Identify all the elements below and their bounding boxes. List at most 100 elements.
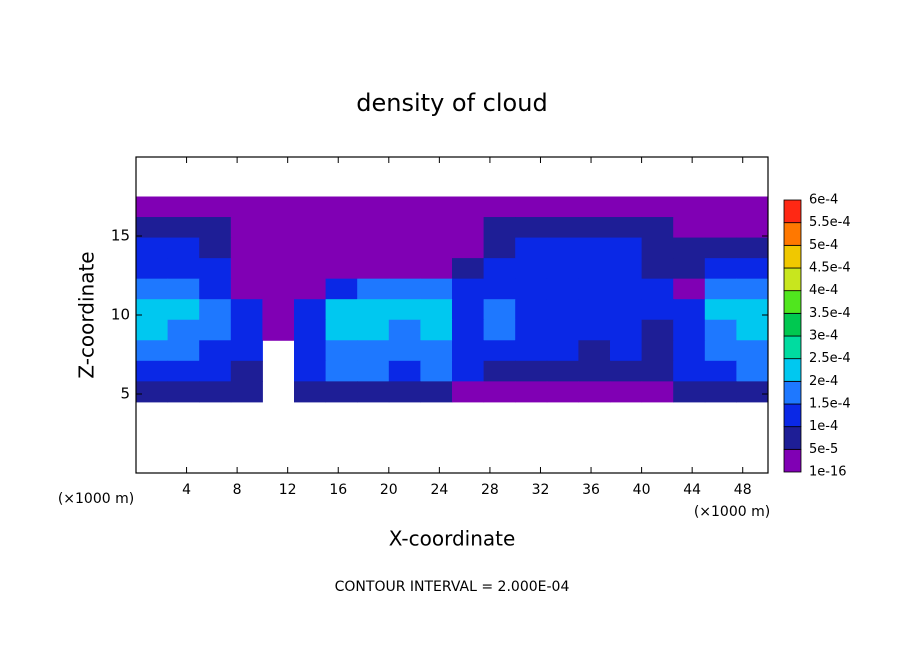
field-cell	[515, 360, 548, 382]
y-tick-label: 15	[111, 227, 130, 245]
field-cell	[262, 217, 295, 239]
field-cell	[610, 360, 643, 382]
field-cell	[357, 258, 390, 280]
field-cell	[388, 217, 421, 239]
field-cell	[546, 217, 579, 239]
x-unit-label: (×1000 m)	[694, 504, 770, 520]
colorbar-label: 1e-4	[809, 419, 838, 434]
field-cell	[294, 381, 327, 403]
field-cell	[673, 299, 706, 321]
x-tick-label: 44	[683, 482, 701, 498]
colorbar-label: 4e-4	[809, 283, 838, 298]
x-tick-label: 20	[380, 482, 398, 498]
field-cell	[483, 381, 516, 403]
field-cell	[546, 258, 579, 280]
field-cell	[167, 319, 200, 341]
field-cell	[610, 278, 643, 300]
field-cell	[515, 258, 548, 280]
field-cell	[420, 258, 453, 280]
field-cell	[483, 278, 516, 300]
field-cell	[546, 196, 579, 218]
field-cell	[420, 360, 453, 382]
field-cell	[610, 299, 643, 321]
x-tick-label: 16	[329, 482, 347, 498]
field-cell	[388, 258, 421, 280]
field-cell	[420, 196, 453, 218]
field-cell	[483, 319, 516, 341]
field-cell	[736, 360, 769, 382]
field-cell	[294, 217, 327, 239]
colorbar-label: 5e-4	[809, 238, 838, 253]
field-cell	[736, 196, 769, 218]
field-cell	[136, 319, 169, 341]
field-cell	[230, 217, 263, 239]
field-cell	[167, 217, 200, 239]
field-cell	[452, 237, 485, 259]
field-cell	[673, 360, 706, 382]
colorbar-box	[783, 312, 802, 337]
colorbar-box	[783, 335, 802, 360]
field-cell	[546, 319, 579, 341]
colorbar-label: 2.5e-4	[809, 351, 851, 366]
field-cell	[673, 340, 706, 362]
x-tick-label: 48	[734, 482, 752, 498]
field-cell	[641, 237, 674, 259]
field-cell	[325, 196, 358, 218]
colorbar-box	[783, 380, 802, 405]
field-cell	[610, 340, 643, 362]
field-cell	[230, 340, 263, 362]
field-cell	[515, 217, 548, 239]
field-cell	[736, 381, 769, 403]
field-cell	[515, 340, 548, 362]
field-cell	[199, 217, 232, 239]
field-cell	[578, 217, 611, 239]
x-tick-label: 12	[279, 482, 297, 498]
colorbar-label: 1e-16	[809, 465, 847, 480]
field-cell	[199, 299, 232, 321]
field-cell	[199, 278, 232, 300]
field-cell	[199, 381, 232, 403]
field-cell	[641, 360, 674, 382]
field-cell	[610, 319, 643, 341]
field-cell	[420, 381, 453, 403]
colorbar-box	[783, 448, 802, 473]
field-cell	[325, 258, 358, 280]
field-cell	[357, 299, 390, 321]
field-cell	[736, 319, 769, 341]
field-cell	[483, 299, 516, 321]
field-cell	[483, 258, 516, 280]
field-cell	[262, 258, 295, 280]
field-cell	[452, 196, 485, 218]
field-cell	[420, 299, 453, 321]
field-cell	[546, 340, 579, 362]
x-tick-label: 40	[633, 482, 651, 498]
field-cell	[452, 381, 485, 403]
field-cell	[546, 278, 579, 300]
field-cell	[452, 217, 485, 239]
field-cell	[388, 319, 421, 341]
field-cell	[736, 237, 769, 259]
field-cell	[704, 340, 737, 362]
field-cell	[420, 278, 453, 300]
field-cell	[199, 360, 232, 382]
field-cell	[167, 258, 200, 280]
field-cell	[325, 299, 358, 321]
field-cell	[136, 381, 169, 403]
colorbar-box	[783, 199, 802, 224]
field-cell	[136, 217, 169, 239]
field-cell	[294, 258, 327, 280]
x-tick-label: 32	[532, 482, 550, 498]
field-cell	[641, 258, 674, 280]
field-cell	[546, 299, 579, 321]
colorbar-label: 5.5e-4	[809, 215, 851, 230]
colorbar-label: 3.5e-4	[809, 306, 851, 321]
field-cell	[673, 237, 706, 259]
field-cell	[515, 278, 548, 300]
field-cell	[325, 278, 358, 300]
field-cell	[578, 278, 611, 300]
field-cell	[736, 258, 769, 280]
field-cell	[294, 360, 327, 382]
field-cell	[388, 360, 421, 382]
field-cell	[230, 360, 263, 382]
